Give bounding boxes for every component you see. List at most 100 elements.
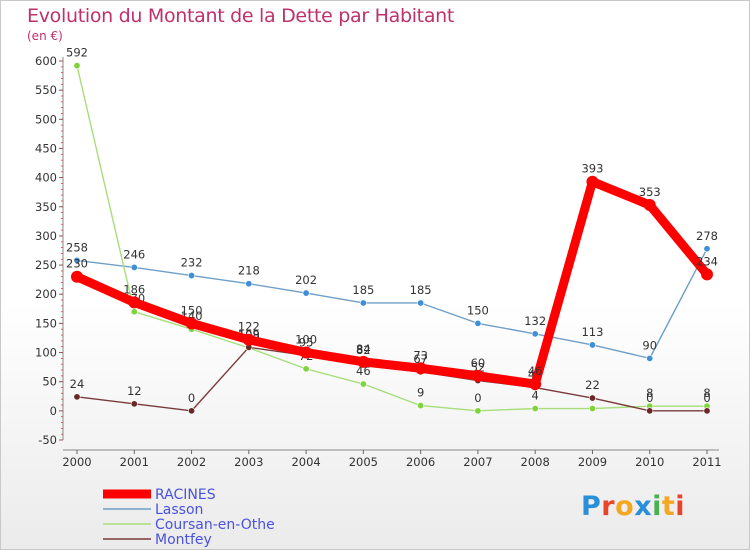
data-point-lasson [245,280,253,288]
data-label-lasson: 150 [467,303,489,317]
data-point-montfey [646,407,654,415]
data-point-coursan-en-othe [73,62,81,70]
data-point-racines [643,199,656,212]
data-point-coursan-en-othe [474,407,482,415]
logo-letter: x [634,491,653,522]
data-point-lasson [646,354,654,362]
logo-letter: t [661,491,676,522]
data-label-lasson: 218 [238,264,260,278]
x-tick-label: 2001 [120,455,149,469]
data-point-lasson [417,299,425,307]
y-tick-label: 50 [42,375,57,389]
data-point-racines [185,317,198,330]
data-label-lasson: 278 [696,229,718,243]
chart-title: Evolution du Montant de la Dette par Hab… [27,5,455,27]
data-label-lasson: 246 [123,247,145,261]
data-point-montfey [188,407,196,415]
data-label-montfey: 67 [413,352,428,366]
data-point-racines [71,270,83,283]
data-point-coursan-en-othe [130,308,138,316]
data-label-coursan-en-othe: 8 [646,386,653,400]
data-point-lasson [531,330,539,338]
series-montfey: 2412010995826752402200 [70,327,711,415]
data-label-coursan-en-othe: 9 [417,386,424,400]
data-point-lasson [188,272,196,280]
data-label-racines: 46 [528,364,543,378]
x-tick-label: 2004 [291,455,320,469]
y-tick-label: 600 [35,54,57,68]
data-label-racines: 234 [696,254,718,268]
data-point-coursan-en-othe [359,380,367,388]
data-label-montfey: 82 [356,343,371,357]
data-label-racines: 353 [639,185,661,199]
x-tick-label: 2000 [62,455,91,469]
data-point-racines [414,362,427,375]
data-label-racines: 230 [66,257,88,271]
data-point-coursan-en-othe [531,405,539,413]
legend-label-coursan-en-othe: Coursan-en-Othe [155,517,275,533]
data-point-racines [128,296,141,309]
y-tick-label: 350 [35,200,57,214]
proxiti-logo: Proxiti [581,491,685,522]
data-label-montfey: 12 [127,384,142,398]
logo-letter: i [675,491,686,522]
data-label-montfey: 22 [585,378,600,392]
legend-label-racines: RACINES [155,487,216,503]
data-point-racines [357,355,370,368]
data-point-lasson [302,289,310,297]
y-tick-label: 300 [35,229,57,243]
data-point-lasson [359,299,367,307]
data-label-lasson: 202 [295,273,317,287]
data-label-coursan-en-othe: 592 [66,46,88,60]
data-label-montfey: 24 [70,377,85,391]
x-tick-label: 2009 [578,455,607,469]
legend-label-montfey: Montfey [155,532,212,548]
data-point-lasson [474,319,482,327]
legend-label-lasson: Lasson [155,502,203,518]
data-label-lasson: 185 [352,283,374,297]
x-tick-label: 2003 [234,455,263,469]
data-point-coursan-en-othe [302,365,310,373]
y-tick-label: 150 [35,316,57,330]
data-label-racines: 393 [581,162,603,176]
series-line-racines [72,177,712,389]
data-point-lasson [130,263,138,271]
data-label-coursan-en-othe: 46 [356,364,371,378]
data-label-lasson: 113 [581,325,603,339]
logo-letter: o [615,491,635,522]
y-tick-label: 500 [35,112,57,126]
logo-letter: P [581,491,602,522]
data-point-racines [529,378,542,391]
y-tick-label: 200 [35,287,57,301]
series-coursan-en-othe: 592170140108724690488 [66,46,711,415]
x-tick-label: 2010 [635,455,664,469]
y-tick-label: 100 [35,346,57,360]
data-point-montfey [588,394,596,402]
data-label-racines: 73 [413,348,428,362]
data-point-montfey [73,393,81,401]
y-tick-label: 400 [35,171,57,185]
series-line-coursan-en-othe [76,64,708,412]
data-point-coursan-en-othe [417,402,425,410]
data-point-lasson [73,256,81,264]
series-racines: 230 186 150 122 100 84 73 60 46 393 353 234 [66,162,718,391]
y-tick-label: -50 [38,433,57,447]
data-point-racines [242,333,255,346]
data-label-lasson: 258 [66,240,88,254]
x-tick-label: 2007 [463,455,492,469]
y-unit-label: (en €) [27,29,63,43]
data-point-racines [471,369,484,382]
data-point-montfey [703,407,711,415]
data-label-coursan-en-othe: 8 [703,386,710,400]
series-lasson: 258 246 232 218 202 185 185 150 132 113 90 278 [66,229,718,362]
data-label-racines: 60 [471,356,486,370]
series-line-montfey [76,346,708,412]
logo-letter: i [652,491,662,522]
series-line-lasson [76,248,708,360]
data-label-racines: 100 [295,333,317,347]
data-label-racines: 150 [181,303,203,317]
data-label-lasson: 232 [181,256,203,270]
x-tick-label: 2008 [521,455,550,469]
